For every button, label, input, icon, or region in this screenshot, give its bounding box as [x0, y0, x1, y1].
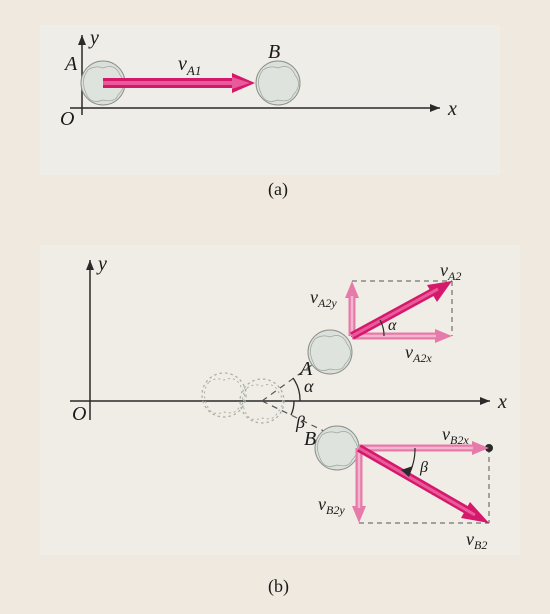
- ball-a2-label: A: [298, 358, 313, 380]
- ball-b2-label: B: [304, 428, 316, 450]
- caption-a: (a): [268, 179, 288, 200]
- beta-b2: β: [419, 459, 428, 476]
- x-label-a: x: [447, 98, 457, 120]
- y-label-b: y: [96, 253, 107, 275]
- y-label-a: y: [88, 27, 99, 49]
- ball-a-label: A: [63, 53, 78, 75]
- panel-b: y x O α β A: [40, 245, 520, 555]
- ball-b: [256, 61, 300, 105]
- ball-a2: [308, 330, 352, 374]
- alpha-a2: α: [388, 317, 397, 334]
- origin-label-a: O: [60, 108, 74, 130]
- caption-b: (b): [268, 576, 289, 597]
- x-label-b: x: [497, 391, 507, 413]
- origin-label-b: O: [72, 403, 86, 425]
- ball-b2: [315, 426, 359, 470]
- diagram-page: y x O A B vA1 (a): [0, 0, 550, 614]
- panel-a: y x O A B vA1: [40, 25, 500, 175]
- ball-b-label: B: [268, 41, 280, 63]
- diagram-svg: y x O A B vA1 (a): [0, 0, 550, 614]
